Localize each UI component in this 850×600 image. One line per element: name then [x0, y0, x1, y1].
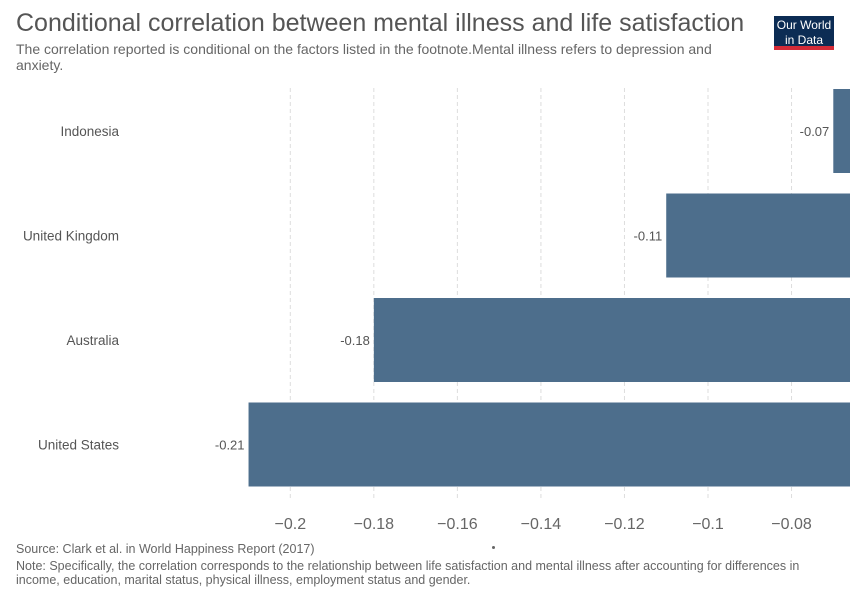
- category-label: United Kingdom: [23, 229, 119, 244]
- logo-line-1: Our World: [776, 18, 832, 32]
- bars: [248, 89, 850, 487]
- category-label: United States: [38, 438, 119, 453]
- logo-line-2: in Data: [784, 33, 824, 47]
- x-tick-label: −0.18: [354, 516, 395, 533]
- value-label: -0.21: [215, 438, 245, 453]
- category-label: Australia: [66, 333, 119, 348]
- chart-title: Conditional correlation between mental i…: [16, 9, 745, 37]
- x-tick-label: −0.2: [275, 516, 307, 533]
- note-text: Note: Specifically, the correlation corr…: [16, 559, 800, 587]
- bar: [833, 89, 850, 173]
- labels: −0.2 −0.18 −0.16 −0.14 −0.12 −0.1 −0.08 Indones…: [23, 124, 829, 533]
- source-text: Source: Clark et al. in World Happiness …: [16, 542, 315, 556]
- x-tick-label: −0.12: [604, 516, 645, 533]
- value-label: -0.18: [340, 333, 370, 348]
- value-label: -0.11: [634, 229, 663, 244]
- x-tick-label: −0.1: [692, 516, 724, 533]
- value-label: -0.07: [800, 124, 830, 139]
- footer-dot: [492, 546, 495, 549]
- x-tick-label: −0.14: [521, 516, 562, 533]
- bar: [666, 193, 850, 278]
- chart-subtitle: The correlation reported is conditional …: [16, 41, 712, 73]
- chart-footer: Source: Clark et al. in World Happiness …: [16, 542, 826, 587]
- bar: [248, 402, 850, 487]
- x-tick-label: −0.16: [437, 516, 478, 533]
- bar: [373, 298, 850, 382]
- category-label: Indonesia: [60, 124, 119, 139]
- owid-logo[interactable]: Our World in Data: [774, 16, 834, 50]
- x-tick-label: −0.08: [771, 516, 812, 533]
